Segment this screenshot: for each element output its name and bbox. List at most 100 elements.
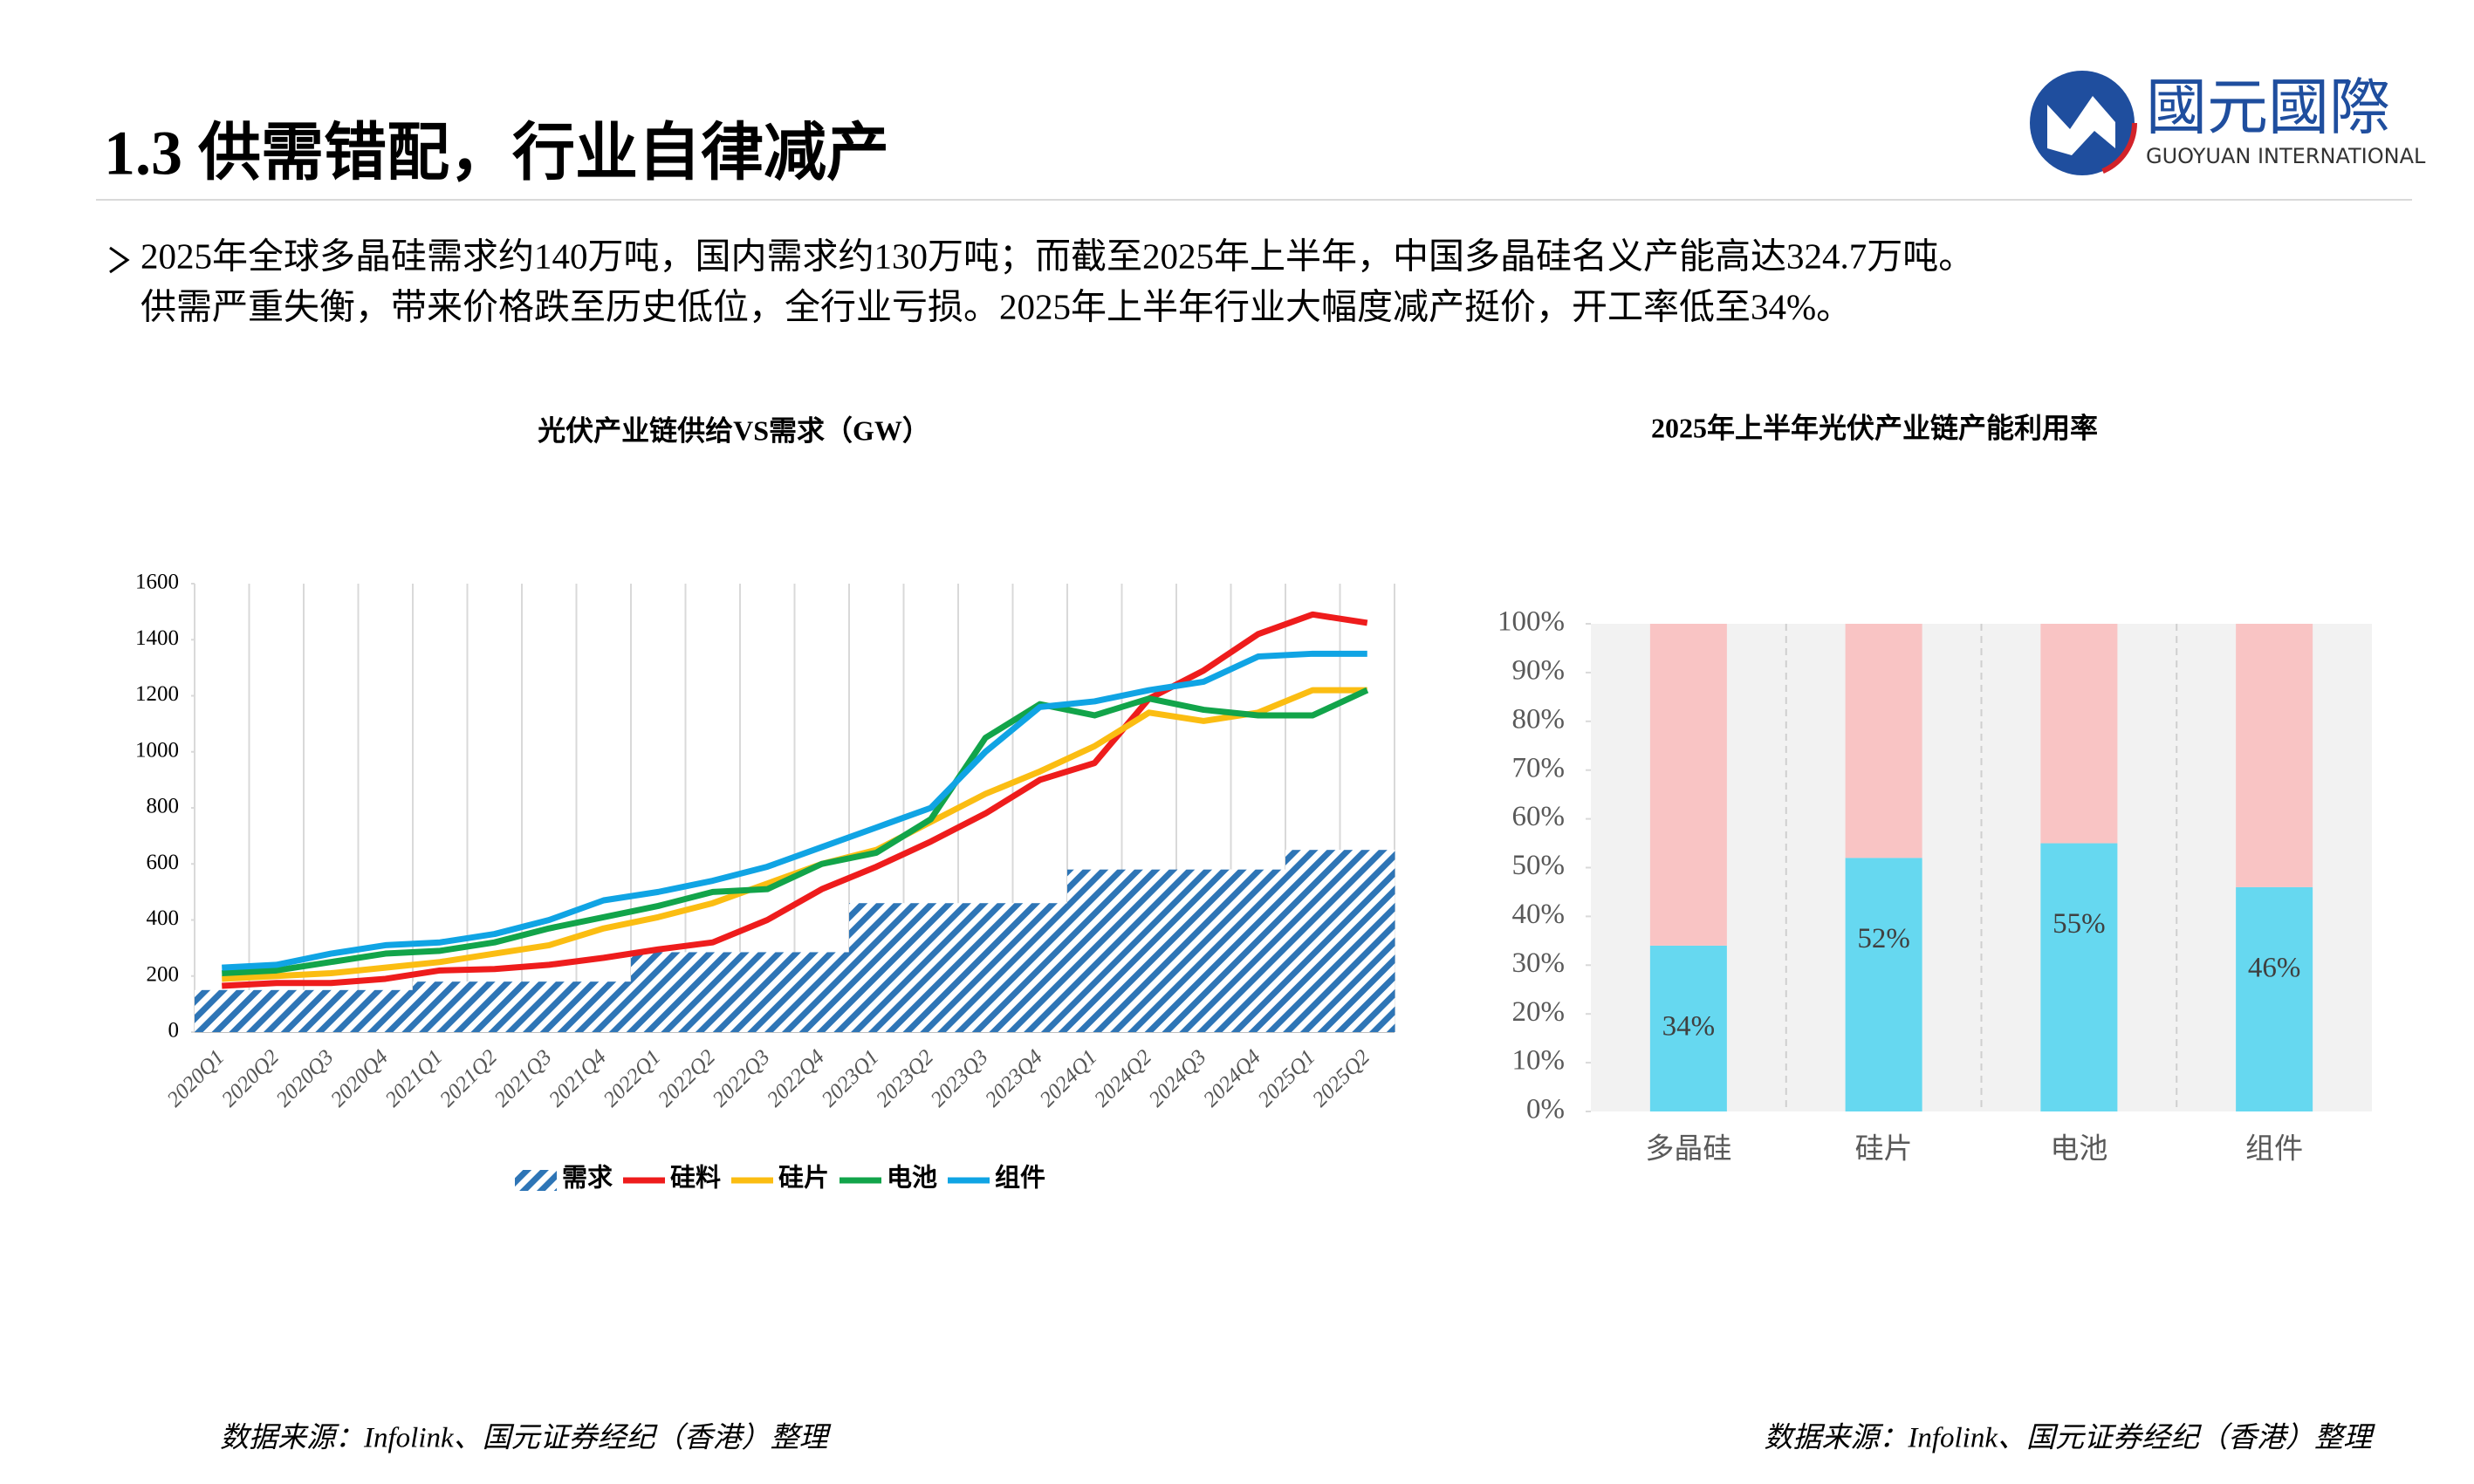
legend-label: 组件	[995, 1163, 1045, 1193]
value-label: 46%	[2248, 952, 2301, 983]
bar-segment	[2236, 624, 2313, 887]
chart-title: 2025年上半年光伏产业链产能利用率	[1651, 412, 2098, 443]
demand-bar	[685, 952, 741, 1032]
value-label: 34%	[1662, 1011, 1716, 1043]
bar-segment	[2040, 843, 2118, 1111]
logo: 國元國際 GUOYUAN INTERNATIONAL	[2027, 68, 2426, 178]
x-tick-label: 2022Q4	[763, 1045, 829, 1111]
x-tick-label: 2024Q4	[1199, 1045, 1265, 1111]
y-tick-label: 50%	[1512, 850, 1566, 881]
demand-bar	[1340, 850, 1395, 1032]
x-tick-label: 2023Q4	[981, 1045, 1047, 1111]
y-tick-label: 1400	[135, 626, 179, 650]
demand-bar	[1176, 869, 1231, 1032]
x-tick-label: 2021Q2	[435, 1045, 502, 1111]
x-tick-label: 2022Q1	[599, 1045, 665, 1111]
demand-bar	[1230, 869, 1286, 1032]
demand-bar	[413, 981, 468, 1032]
demand-bar	[1067, 869, 1122, 1032]
demand-bar	[1285, 850, 1340, 1032]
legend-label: 硅料	[670, 1164, 721, 1193]
y-tick-label: 70%	[1512, 752, 1566, 783]
x-tick-label: 2021Q4	[545, 1045, 611, 1111]
y-tick-label: 80%	[1512, 703, 1566, 735]
x-tick-label: 2024Q1	[1035, 1045, 1101, 1111]
legend-label: 需求	[562, 1164, 613, 1193]
demand-bar	[467, 981, 523, 1032]
y-tick-label: 600	[147, 851, 180, 874]
demand-bar	[249, 989, 305, 1032]
x-tick-label: 2022Q3	[708, 1045, 774, 1111]
bar-segment	[1845, 858, 1922, 1111]
x-tick-label: 2020Q2	[217, 1045, 284, 1111]
x-tick-label: 2024Q3	[1144, 1045, 1210, 1111]
value-label: 55%	[2053, 908, 2106, 940]
x-tick-label: 2020Q3	[271, 1045, 338, 1111]
x-tick-label: 2020Q4	[326, 1045, 393, 1111]
x-tick-label: 2025Q2	[1308, 1045, 1374, 1111]
source-note: 数据来源：Infolink、国元证券经纪（香港）整理	[220, 1422, 832, 1454]
y-tick-label: 90%	[1512, 654, 1566, 686]
bar-segment	[2040, 624, 2118, 844]
demand-bar	[794, 952, 850, 1032]
demand-bar	[576, 981, 632, 1032]
x-tick-label: 2021Q1	[380, 1045, 447, 1111]
logo-name: 國元國際	[2146, 72, 2390, 143]
y-tick-label: 10%	[1512, 1045, 1566, 1077]
demand-bar	[358, 989, 414, 1032]
source-note: 数据来源：Infolink、国元证券经纪（香港）整理	[1764, 1422, 2375, 1454]
bullet-text: 2025年全球多晶硅需求约140万吨，国内需求约130万吨；而截至2025年上半…	[140, 236, 1974, 276]
demand-bar	[849, 903, 904, 1032]
demand-bar	[522, 981, 577, 1032]
series-line	[222, 650, 1367, 971]
bar-segment	[1845, 624, 1922, 858]
y-tick-label: 1200	[135, 682, 179, 706]
x-tick-label: 硅片	[1855, 1133, 1913, 1166]
y-tick-label: 40%	[1512, 899, 1566, 930]
demand-bar	[958, 903, 1013, 1032]
value-label: 52%	[1857, 923, 1910, 954]
y-tick-label: 0%	[1526, 1094, 1565, 1125]
series-line	[222, 687, 1369, 977]
bar-segment	[1649, 624, 1727, 946]
y-tick-label: 60%	[1512, 801, 1566, 832]
demand-bar	[1012, 903, 1068, 1032]
y-tick-label: 100%	[1497, 606, 1565, 638]
legend-swatch	[515, 1170, 557, 1191]
y-tick-label: 30%	[1512, 947, 1566, 979]
x-tick-label: 2022Q2	[654, 1045, 720, 1111]
demand-bar	[1121, 869, 1177, 1032]
demand-bar	[195, 989, 250, 1032]
bar-segment	[1649, 945, 1727, 1111]
x-tick-label: 2025Q1	[1253, 1045, 1319, 1111]
bullet-arrow	[109, 246, 130, 274]
y-tick-label: 1000	[135, 738, 179, 762]
y-tick-label: 0	[168, 1019, 180, 1043]
x-tick-label: 2023Q1	[817, 1045, 883, 1111]
y-tick-label: 200	[147, 962, 180, 986]
x-tick-label: 2024Q2	[1090, 1045, 1156, 1111]
slide-title: 1.3 供需错配，行业自律减产	[104, 119, 889, 188]
x-tick-label: 2023Q2	[872, 1045, 938, 1111]
y-tick-label: 800	[147, 795, 180, 818]
x-tick-label: 2023Q3	[926, 1045, 992, 1111]
chart-title: 光伏产业链供给VS需求（GW）	[538, 414, 930, 446]
x-tick-label: 组件	[2245, 1133, 2303, 1166]
legend-label: 电池	[887, 1164, 937, 1193]
x-tick-label: 多晶硅	[1645, 1133, 1731, 1166]
y-tick-label: 20%	[1512, 996, 1566, 1028]
legend-label: 硅片	[778, 1164, 829, 1193]
y-tick-label: 1600	[135, 571, 179, 594]
y-tick-label: 400	[147, 906, 180, 930]
x-tick-label: 电池	[2050, 1133, 2107, 1166]
bullet-text: 供需严重失衡，带来价格跌至历史低位，全行业亏损。2025年上半年行业大幅度减产挺…	[140, 286, 1852, 326]
demand-bar	[903, 903, 959, 1032]
demand-bar	[304, 989, 359, 1032]
x-tick-label: 2021Q3	[490, 1045, 556, 1111]
bar-segment	[2236, 886, 2313, 1111]
demand-bar	[631, 952, 686, 1032]
demand-bar	[740, 952, 795, 1032]
logo-subname: GUOYUAN INTERNATIONAL	[2146, 144, 2426, 168]
x-tick-label: 2020Q1	[162, 1045, 229, 1111]
